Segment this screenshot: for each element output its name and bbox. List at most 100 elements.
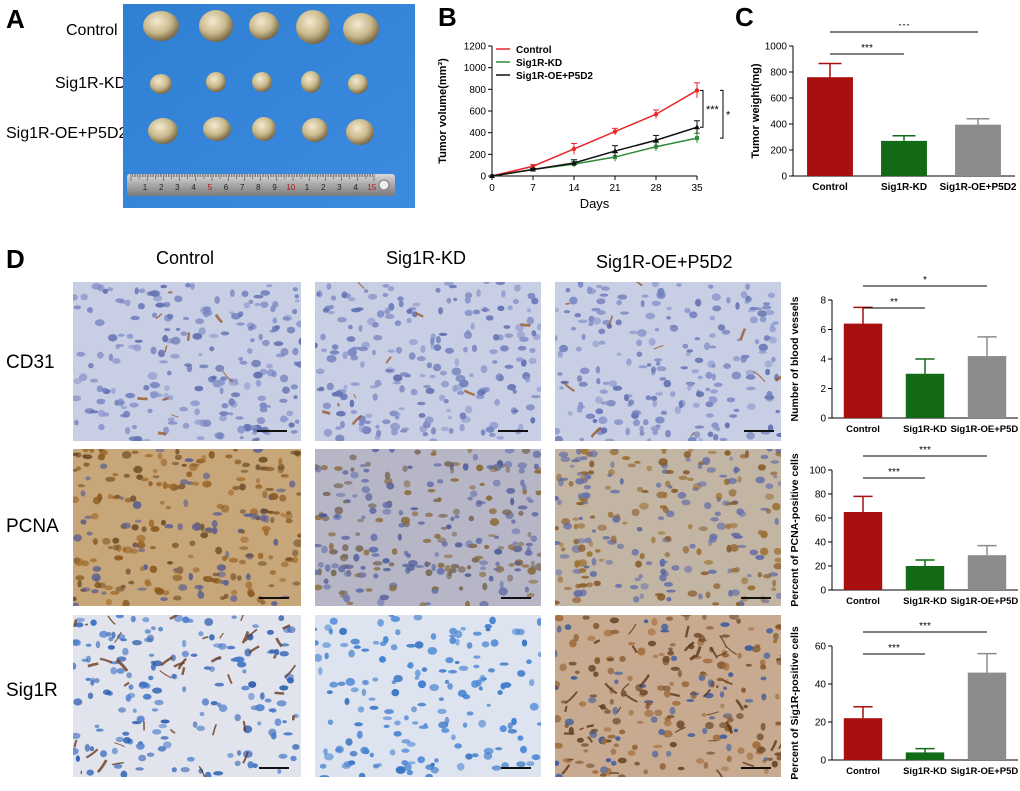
bar-chart-pcna: 0 20 40 60 80 100 Control Sig1R-KD Sig1R-OE+P5D2… bbox=[789, 444, 1020, 616]
category-label: Control bbox=[812, 182, 848, 193]
y-tick-label: 60 bbox=[815, 642, 827, 653]
data-point bbox=[530, 164, 536, 169]
scale-bar bbox=[259, 597, 289, 599]
x-axis-title: Days bbox=[580, 196, 610, 211]
micrograph-pcna-control bbox=[73, 449, 301, 606]
significance-label: *** bbox=[919, 445, 931, 456]
tissue-texture bbox=[555, 282, 781, 441]
bar-chart-svg-d3: 0 20 40 60 Control Sig1R-KD Sig1R-OE+P5D2 *** **… bbox=[789, 621, 1020, 780]
tissue-texture bbox=[73, 282, 301, 441]
significance-bracket bbox=[720, 89, 724, 139]
y-tick-label: 40 bbox=[815, 680, 827, 691]
tissue-texture bbox=[555, 449, 781, 606]
row-label-pcna: PCNA bbox=[6, 516, 59, 537]
significance-label: *** bbox=[919, 621, 931, 632]
y-tick-label: 40 bbox=[815, 538, 827, 549]
y-tick-label: 4 bbox=[820, 355, 826, 366]
ruler-number: 8 bbox=[256, 183, 261, 192]
bar bbox=[843, 718, 883, 760]
ruler-number: 6 bbox=[224, 183, 229, 192]
y-axis-title: Percent of Sig1R-positive cells bbox=[790, 626, 801, 780]
bar-chart-svg-d2: 0 20 40 60 80 100 Control Sig1R-KD Sig1R-OE+P5D2… bbox=[789, 445, 1020, 607]
bar-chart-tumor-weight: 0 200 400 600 800 1000 Control Sig1R-KD Sig1R-OE… bbox=[735, 21, 1017, 216]
ruler-number: 15 bbox=[367, 183, 376, 192]
category-label: Sig1R-KD bbox=[903, 596, 947, 607]
category-label: Sig1R-KD bbox=[903, 424, 947, 435]
data-point bbox=[489, 173, 495, 178]
data-point bbox=[612, 129, 618, 134]
category-label: Sig1R-KD bbox=[903, 766, 947, 777]
tissue-texture bbox=[315, 449, 541, 606]
significance-label: *** bbox=[726, 109, 730, 121]
ruler-number: 10 bbox=[286, 183, 295, 192]
significance-bracket bbox=[700, 89, 704, 128]
y-axis-title: Number of blood vessels bbox=[790, 296, 801, 421]
panel-letter-c: C bbox=[735, 2, 754, 32]
tumors-kd-row bbox=[150, 71, 368, 94]
y-tick-label: 0 bbox=[781, 172, 787, 183]
category-label: Sig1R-KD bbox=[881, 182, 927, 193]
data-point bbox=[694, 88, 700, 93]
legend-label: Control bbox=[516, 45, 552, 56]
x-tick-label: 14 bbox=[568, 183, 580, 194]
micrograph-sig1r-oe bbox=[555, 615, 781, 777]
ruler-number: 3 bbox=[337, 183, 342, 192]
tumor-photo: 1 2 3 4 5 6 7 8 9 10 1 2 3 4 15 bbox=[123, 4, 415, 208]
data-point bbox=[571, 146, 577, 152]
tissue-texture bbox=[73, 449, 301, 606]
category-label: Sig1R-OE+P5D2 bbox=[950, 596, 1018, 607]
y-tick-label: 800 bbox=[469, 85, 486, 96]
significance-label: *** bbox=[888, 643, 900, 654]
micrograph-sig1r-control bbox=[73, 615, 301, 777]
ruler: 1 2 3 4 5 6 7 8 9 10 1 2 3 4 15 bbox=[127, 174, 395, 196]
data-point bbox=[571, 160, 577, 165]
scale-bar bbox=[741, 767, 771, 769]
category-label: Control bbox=[846, 424, 880, 435]
y-tick-label: 8 bbox=[820, 296, 826, 307]
significance-label: ** bbox=[890, 297, 898, 308]
tumors-control-row bbox=[143, 10, 379, 45]
micrograph-cd31-kd bbox=[315, 282, 541, 441]
bar bbox=[967, 356, 1007, 418]
scale-bar bbox=[501, 597, 531, 599]
data-point bbox=[612, 148, 618, 154]
ruler-number: 1 bbox=[143, 183, 148, 192]
series-line bbox=[491, 89, 698, 177]
y-tick-label: 2 bbox=[820, 384, 826, 395]
significance-label: *** bbox=[888, 467, 900, 478]
legend-label: Sig1R-KD bbox=[516, 58, 562, 69]
bar bbox=[905, 373, 945, 418]
category-label: Sig1R-OE+P5D2 bbox=[950, 766, 1018, 777]
bar-chart-blood-vessels: 0 2 4 6 8 Control Sig1R-KD Sig1R-OE+P5D2 ** * Numb… bbox=[789, 270, 1020, 442]
micrograph-pcna-oe bbox=[555, 449, 781, 606]
micrograph-cd31-oe bbox=[555, 282, 781, 441]
bar bbox=[843, 512, 883, 590]
ruler-number: 7 bbox=[240, 183, 245, 192]
panel-letter-a: A bbox=[6, 4, 25, 34]
bar bbox=[967, 672, 1007, 760]
tissue-texture bbox=[315, 615, 541, 777]
significance-label: *** bbox=[861, 43, 873, 54]
tissue-texture bbox=[73, 615, 300, 777]
significance-label: * bbox=[923, 275, 927, 286]
scale-bar bbox=[498, 430, 528, 432]
ruler-number: 3 bbox=[175, 183, 180, 192]
category-label: Control bbox=[846, 596, 880, 607]
panel-letter-b: B bbox=[438, 2, 457, 32]
significance-label: *** bbox=[706, 104, 720, 116]
ruler-number: 1 bbox=[305, 183, 310, 192]
bar-chart-svg-c: 0 200 400 600 800 1000 Control Sig1R-KD Sig1R-OE… bbox=[750, 21, 1017, 193]
panel-a-row-label-oe: Sig1R-OE+P5D2 bbox=[6, 125, 128, 142]
y-tick-label: 1000 bbox=[765, 42, 788, 53]
series-line bbox=[491, 126, 698, 177]
significance-label: *** bbox=[898, 24, 910, 32]
y-tick-label: 20 bbox=[815, 562, 827, 573]
tumor-photo-svg: 1 2 3 4 5 6 7 8 9 10 1 2 3 4 15 bbox=[123, 4, 415, 208]
line-chart-tumor-volume: 0 200 400 600 800 1000 1200 0 7 14 21 28 35 Days Tumor… bbox=[430, 36, 740, 216]
scale-bar bbox=[741, 597, 771, 599]
bar-chart-sig1r: 0 20 40 60 Control Sig1R-KD Sig1R-OE+P5D2 *** **… bbox=[789, 618, 1020, 786]
line-chart-svg: 0 200 400 600 800 1000 1200 0 7 14 21 28 35 Days Tumor… bbox=[437, 42, 740, 212]
y-tick-label: 1200 bbox=[464, 42, 487, 53]
micrograph-pcna-kd bbox=[315, 449, 541, 606]
